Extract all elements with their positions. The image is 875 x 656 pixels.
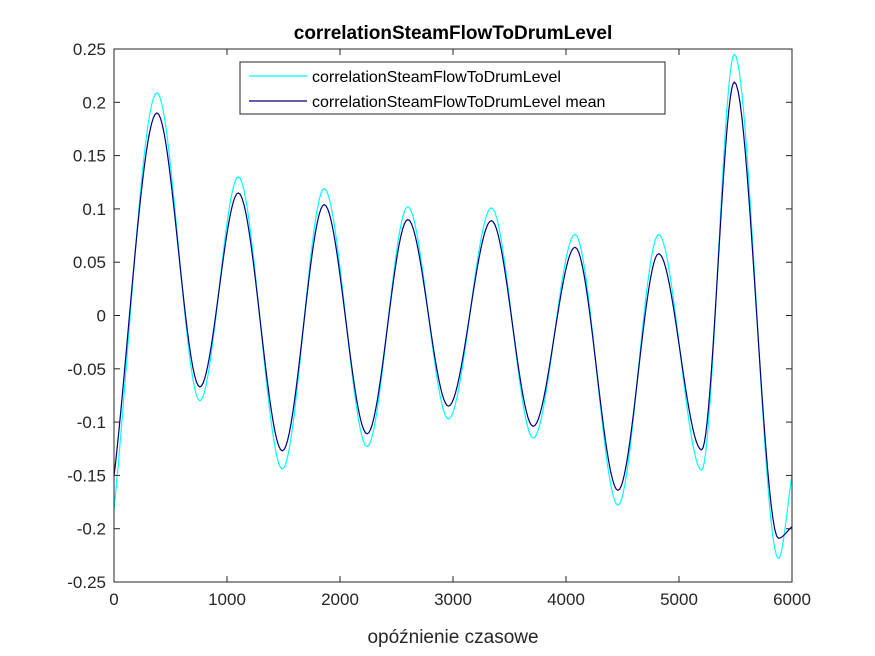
x-axis: 0 1000 2000 3000 4000 5000 6000 <box>109 49 811 609</box>
x-tick-label: 1000 <box>208 590 246 609</box>
x-tick-label: 2000 <box>321 590 359 609</box>
y-tick-label: -0.2 <box>77 520 106 539</box>
x-tick-label: 6000 <box>773 590 811 609</box>
chart-title: correlationSteamFlowToDrumLevel <box>294 23 613 44</box>
x-tick-label: 4000 <box>547 590 585 609</box>
legend: correlationSteamFlowToDrumLevel correlat… <box>239 61 666 115</box>
y-tick-label: -0.25 <box>67 573 106 592</box>
legend-box <box>239 61 666 115</box>
legend-label-series-2: correlationSteamFlowToDrumLevel mean <box>312 94 605 111</box>
y-tick-label: 0.2 <box>82 93 106 112</box>
series-layer <box>113 53 793 560</box>
y-tick-label: 0.15 <box>73 147 106 166</box>
plot-area <box>114 49 792 582</box>
y-tick-label: -0.1 <box>77 413 106 432</box>
y-tick-label: 0.05 <box>73 253 106 272</box>
y-tick-label: 0.25 <box>73 40 106 59</box>
legend-label-series-1: correlationSteamFlowToDrumLevel <box>312 69 561 86</box>
y-tick-label: 0 <box>97 307 106 326</box>
y-tick-label: 0.1 <box>82 200 106 219</box>
x-tick-label: 5000 <box>660 590 698 609</box>
series-line-2 <box>113 81 793 539</box>
x-axis-label: opóźnienie czasowe <box>367 627 538 648</box>
y-tick-label: -0.15 <box>67 466 106 485</box>
y-axis: -0.25 -0.2 -0.15 -0.1 -0.05 0 0.05 0.1 0.15 0.2 0.… <box>67 40 792 592</box>
y-tick-label: -0.05 <box>67 360 106 379</box>
x-tick-label: 0 <box>109 590 118 609</box>
x-tick-label: 3000 <box>434 590 472 609</box>
